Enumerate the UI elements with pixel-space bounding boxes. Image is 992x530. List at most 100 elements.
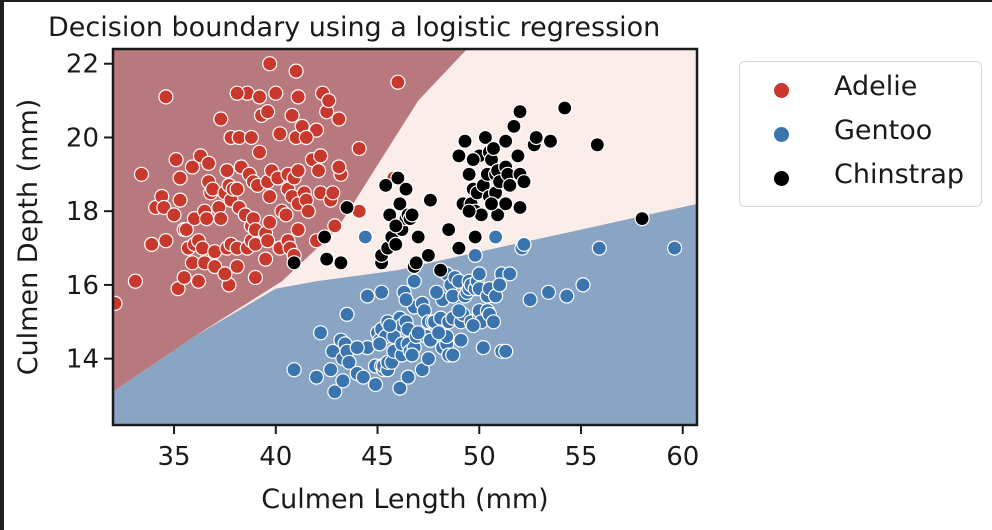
point-chinstrap bbox=[333, 255, 349, 271]
point-gentoo bbox=[392, 380, 408, 396]
plot-frame bbox=[111, 47, 699, 427]
point-adelie bbox=[113, 295, 123, 311]
point-adelie bbox=[290, 89, 306, 105]
point-chinstrap bbox=[512, 104, 528, 120]
point-gentoo bbox=[475, 340, 491, 356]
point-chinstrap bbox=[319, 251, 335, 267]
point-adelie bbox=[321, 92, 337, 109]
point-chinstrap bbox=[388, 218, 404, 234]
point-chinstrap bbox=[512, 199, 528, 216]
point-adelie bbox=[258, 251, 274, 267]
point-chinstrap bbox=[433, 262, 449, 278]
point-adelie bbox=[201, 155, 217, 171]
point-chinstrap bbox=[398, 181, 414, 197]
point-chinstrap bbox=[528, 129, 544, 146]
point-gentoo bbox=[349, 340, 365, 356]
point-gentoo bbox=[540, 284, 557, 300]
point-chinstrap bbox=[317, 229, 333, 245]
point-gentoo bbox=[327, 384, 343, 400]
x-tick-label: 45 bbox=[361, 442, 394, 472]
point-adelie bbox=[176, 269, 192, 286]
point-gentoo bbox=[467, 247, 483, 263]
point-adelie bbox=[229, 181, 245, 197]
point-chinstrap bbox=[422, 192, 438, 208]
point-adelie bbox=[278, 207, 294, 223]
point-gentoo bbox=[372, 336, 388, 352]
point-adelie bbox=[260, 104, 276, 120]
point-chinstrap bbox=[390, 170, 406, 186]
point-adelie bbox=[166, 207, 182, 223]
y-tick-label: 16 bbox=[66, 271, 99, 301]
y-tick-label: 14 bbox=[66, 345, 99, 375]
point-chinstrap bbox=[451, 240, 467, 256]
point-chinstrap bbox=[392, 196, 408, 212]
point-adelie bbox=[290, 163, 306, 179]
point-adelie bbox=[260, 233, 276, 249]
point-gentoo bbox=[335, 373, 351, 389]
point-adelie bbox=[178, 222, 194, 238]
point-adelie bbox=[158, 89, 174, 105]
point-gentoo bbox=[341, 354, 357, 370]
plot-area bbox=[113, 49, 697, 425]
point-adelie bbox=[262, 214, 278, 230]
legend-marker-gentoo bbox=[773, 126, 790, 143]
point-adelie bbox=[288, 63, 304, 79]
point-gentoo bbox=[420, 351, 436, 367]
legend-label-gentoo: Gentoo bbox=[834, 115, 933, 146]
x-axis-ticks: 35 40 45 50 55 60 bbox=[157, 425, 699, 472]
y-axis-ticks: 14 16 18 20 22 bbox=[66, 50, 113, 375]
point-adelie bbox=[184, 159, 200, 175]
point-adelie bbox=[158, 233, 174, 249]
point-gentoo bbox=[516, 236, 532, 252]
point-chinstrap bbox=[542, 133, 559, 149]
point-gentoo bbox=[313, 325, 329, 341]
point-gentoo bbox=[398, 292, 414, 308]
point-chinstrap bbox=[378, 177, 394, 193]
point-gentoo bbox=[492, 277, 508, 293]
point-adelie bbox=[325, 185, 341, 201]
point-gentoo bbox=[591, 240, 607, 256]
point-adelie bbox=[251, 144, 268, 160]
point-adelie bbox=[199, 211, 215, 227]
point-adelie bbox=[268, 85, 284, 101]
point-adelie bbox=[300, 203, 316, 219]
point-chinstrap bbox=[510, 148, 526, 164]
point-gentoo bbox=[323, 362, 339, 378]
point-chinstrap bbox=[408, 255, 424, 271]
point-gentoo bbox=[431, 325, 447, 341]
point-adelie bbox=[351, 140, 367, 157]
legend-marker-adelie bbox=[773, 82, 790, 99]
legend-label-adelie: Adelie bbox=[834, 71, 918, 102]
point-adelie bbox=[168, 152, 184, 168]
window-top-edge bbox=[0, 0, 992, 2]
point-adelie bbox=[213, 111, 229, 127]
point-adelie bbox=[229, 258, 245, 275]
point-gentoo bbox=[404, 347, 420, 363]
point-adelie bbox=[313, 148, 329, 164]
y-tick-label: 22 bbox=[66, 50, 99, 80]
point-chinstrap bbox=[502, 177, 518, 193]
y-tick-label: 18 bbox=[66, 197, 99, 227]
point-chinstrap bbox=[461, 166, 477, 182]
point-adelie bbox=[172, 170, 188, 186]
point-gentoo bbox=[286, 362, 302, 378]
x-tick-label: 35 bbox=[157, 442, 190, 472]
point-gentoo bbox=[406, 273, 422, 289]
point-gentoo bbox=[451, 303, 467, 319]
point-chinstrap bbox=[477, 129, 493, 146]
point-adelie bbox=[262, 56, 278, 72]
point-chinstrap bbox=[557, 100, 573, 116]
y-axis-label: Culmen Depth (mm) bbox=[13, 99, 44, 376]
legend: Adelie Gentoo Chinstrap bbox=[739, 61, 982, 207]
point-adelie bbox=[251, 89, 268, 105]
point-adelie bbox=[127, 273, 143, 289]
point-chinstrap bbox=[457, 133, 473, 149]
point-gentoo bbox=[410, 325, 426, 341]
window-edge bbox=[0, 0, 4, 530]
y-tick-label: 20 bbox=[66, 123, 99, 153]
point-adelie bbox=[243, 129, 259, 146]
point-gentoo bbox=[471, 266, 487, 282]
point-adelie bbox=[331, 111, 347, 127]
point-gentoo bbox=[400, 369, 416, 385]
point-chinstrap bbox=[589, 137, 605, 153]
